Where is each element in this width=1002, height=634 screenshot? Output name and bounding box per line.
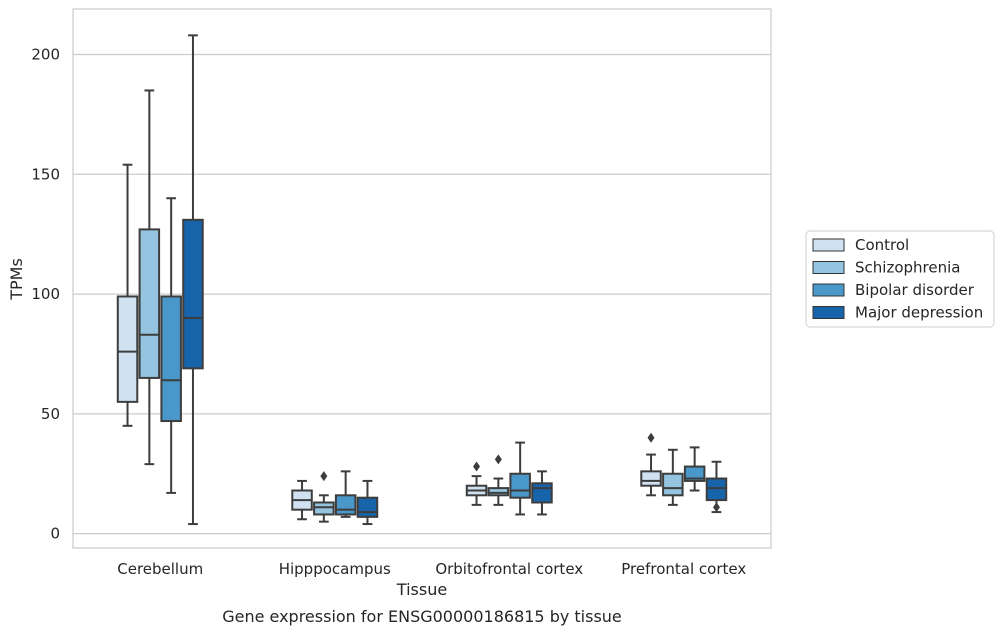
x-tick-label: Hipppocampus	[279, 560, 391, 578]
y-tick-labels: 0 50 100 150 200	[31, 46, 60, 543]
y-tick-label: 100	[31, 285, 60, 303]
box-1-2	[334, 470, 357, 518]
legend-label: Major depression	[855, 304, 983, 322]
box-3-3	[705, 460, 728, 514]
box-0-2	[160, 197, 182, 494]
legend-label: Control	[855, 236, 909, 254]
box-3-1	[662, 448, 684, 506]
box-iqr	[160, 295, 182, 423]
box-iqr	[662, 472, 684, 497]
legend-label: Schizophrenia	[855, 259, 960, 277]
box-0-1	[138, 89, 161, 466]
box-2-1	[487, 454, 510, 506]
legend-swatch	[812, 238, 845, 252]
box-2-0	[465, 461, 488, 506]
y-axis-label: TPMs	[7, 258, 26, 301]
box-iqr	[313, 501, 335, 516]
box-iqr	[138, 228, 161, 379]
box-1-1	[313, 471, 335, 523]
legend-swatch	[812, 261, 845, 274]
box-2-2	[509, 441, 531, 516]
legend-swatch	[812, 306, 845, 319]
x-tick-labels: Cerebellum Hipppocampus Orbitofrontal cort…	[117, 560, 746, 578]
box-iqr	[640, 470, 662, 487]
box-iqr	[116, 295, 139, 403]
plot-frame	[72, 8, 772, 549]
box-iqr	[334, 494, 357, 516]
box-iqr	[487, 487, 510, 497]
x-tick-label: Orbitofrontal cortex	[435, 560, 583, 578]
box-1-3	[356, 479, 379, 526]
box-3-0	[640, 432, 662, 497]
legend: Control Schizophrenia Bipolar disorder Majo…	[805, 230, 995, 328]
box-3-2	[683, 446, 706, 492]
box-iqr	[683, 465, 706, 482]
x-tick-label: Prefrontal cortex	[621, 560, 746, 578]
box-iqr	[356, 496, 379, 518]
box-2-3	[531, 470, 553, 516]
x-axis-label: Tissue	[396, 580, 447, 599]
outlier-marker	[712, 502, 720, 513]
box-iqr	[509, 472, 531, 499]
legend-frame	[805, 230, 995, 328]
box-iqr	[531, 482, 553, 504]
chart-caption: Gene expression for ENSG00000186815 by t…	[222, 607, 622, 626]
y-tick-label: 0	[50, 525, 60, 543]
box-0-3	[182, 34, 204, 526]
y-tick-label: 50	[41, 405, 60, 423]
outlier-marker	[473, 461, 481, 472]
outlier-marker	[647, 432, 655, 443]
legend-label: Bipolar disorder	[855, 281, 975, 299]
grid-lines	[73, 53, 771, 535]
outlier-marker	[494, 454, 502, 465]
box-1-0	[291, 479, 313, 521]
legend-swatch	[812, 283, 845, 297]
x-tick-label: Cerebellum	[117, 560, 203, 578]
box-0-0	[116, 163, 139, 427]
outlier-marker	[320, 471, 328, 482]
box-iqr	[182, 218, 204, 370]
y-tick-label: 200	[31, 46, 60, 64]
box-iqr	[705, 477, 728, 502]
y-tick-label: 150	[31, 165, 60, 183]
boxes	[116, 34, 728, 526]
